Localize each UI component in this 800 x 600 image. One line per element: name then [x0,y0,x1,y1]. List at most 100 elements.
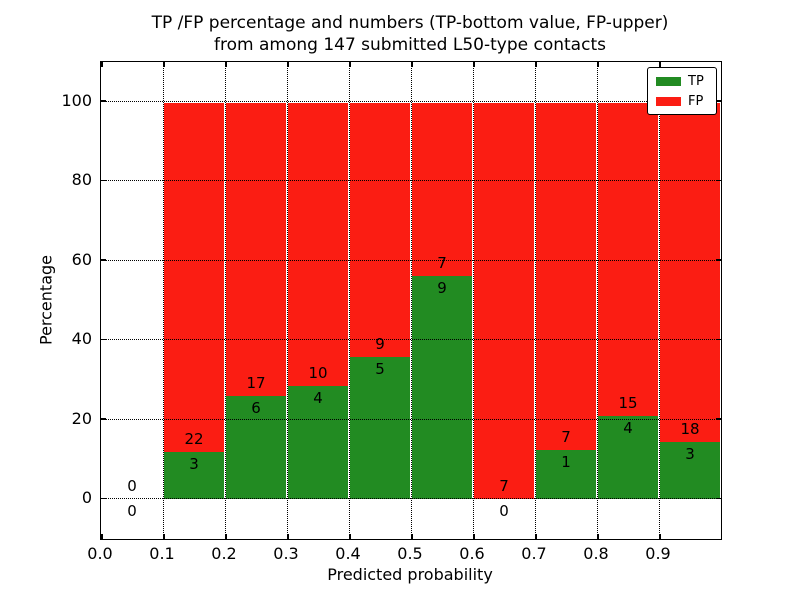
fp-bar-segment [659,101,721,443]
fp-bar-segment [535,101,597,450]
tp-count-label: 0 [127,502,137,521]
tp-count-label: 4 [313,388,323,407]
x-gridline [225,62,226,539]
legend-item-tp: TP [656,74,708,89]
x-tick-label: 0.5 [397,544,423,563]
fp-count-label: 22 [184,429,204,448]
x-tick-bottom [101,534,103,539]
tp-bar-segment [535,448,597,500]
y-tick-right [716,259,721,261]
legend-label: TP [688,74,704,89]
x-tick-top [597,62,599,67]
x-tick-label: 0.1 [149,544,175,563]
x-tick-label: 0.6 [459,544,485,563]
tp-bar-segment [225,394,287,500]
fp-bar-segment [473,101,535,500]
x-tick-bottom [659,534,661,539]
x-gridline [473,62,474,539]
x-tick-bottom [163,534,165,539]
x-tick-bottom [225,534,227,539]
y-tick-label: 80 [71,170,92,190]
x-gridline [659,62,660,539]
fp-count-label: 9 [375,335,385,354]
x-tick-top [411,62,413,67]
x-tick-top [225,62,227,67]
y-tick-right [716,418,721,420]
tp-count-label: 6 [251,398,261,417]
chart-title-line2: from among 147 submitted L50-type contac… [214,35,606,55]
y-tick-label: 0 [81,488,92,508]
fp-bar-segment [163,101,225,452]
x-tick-label: 0.3 [273,544,299,563]
fp-count-label: 7 [437,253,447,272]
tp-bar-segment [349,356,411,500]
x-tick-bottom [349,534,351,539]
y-tick-left [101,179,106,182]
x-tick-bottom [597,534,599,539]
y-tick-label: 20 [71,408,92,428]
x-tick-top [287,62,289,67]
fp-count-label: 10 [308,363,328,382]
tp-count-label: 1 [561,452,571,471]
x-gridline [411,62,412,539]
x-axis-label: Predicted probability [327,565,493,584]
fp-bar-segment [597,101,659,416]
x-tick-top [163,62,165,67]
tp-count-label: 4 [623,418,633,437]
x-tick-bottom [535,534,537,539]
x-tick-label: 0.9 [645,544,671,563]
plot-area: TP FP 0 0 22 3 17 6 10 4 9 5 7 9 7 0 7 1 15 4 18 3 [100,61,722,540]
x-tick-label: 0.0 [87,544,113,563]
tp-count-label: 5 [375,360,385,379]
y-tick-left [101,497,106,500]
x-gridline [535,62,536,539]
x-gridline [287,62,288,539]
x-tick-bottom [473,534,475,539]
legend-swatch-tp [656,77,681,86]
y-tick-right [716,100,721,102]
y-tick-right [716,338,721,341]
tp-bar-segment [659,441,721,500]
y-tick-label: 100 [61,90,92,110]
x-tick-top [349,62,351,67]
y-tick-left [101,259,106,261]
fp-count-label: 18 [680,420,700,439]
y-tick-left [101,338,106,341]
tp-count-label: 0 [499,502,509,521]
y-tick-right [716,179,721,182]
x-tick-label: 0.7 [521,544,547,563]
tp-count-label: 3 [685,445,695,464]
y-tick-label: 60 [71,249,92,269]
x-gridline [163,62,164,539]
fp-bar-segment [287,101,349,386]
x-tick-bottom [411,534,413,539]
x-tick-label: 0.2 [211,544,237,563]
fp-count-label: 7 [499,477,509,496]
y-tick-label: 40 [71,329,92,349]
x-tick-top [535,62,537,67]
fp-bar-segment [225,101,287,396]
x-tick-top [659,62,661,67]
y-tick-left [101,418,106,420]
x-tick-bottom [287,534,289,539]
tp-bar-segment [411,274,473,500]
fp-bar-segment [349,101,411,358]
legend-label: FP [688,94,704,109]
legend: TP FP [647,67,717,115]
y-tick-left [101,100,106,102]
tp-count-label: 3 [189,454,199,473]
x-tick-top [101,62,103,67]
y-tick-right [716,497,721,500]
fp-count-label: 0 [127,477,137,496]
x-gridline [349,62,350,539]
x-tick-top [473,62,475,67]
chart-title-line1: TP /FP percentage and numbers (TP-bottom… [151,13,669,33]
legend-item-fp: FP [656,94,708,109]
fp-bar-segment [411,101,473,276]
fp-count-label: 15 [618,393,638,412]
x-tick-label: 0.8 [583,544,609,563]
x-gridline [597,62,598,539]
x-tick-label: 0.4 [335,544,361,563]
fp-count-label: 17 [246,373,266,392]
